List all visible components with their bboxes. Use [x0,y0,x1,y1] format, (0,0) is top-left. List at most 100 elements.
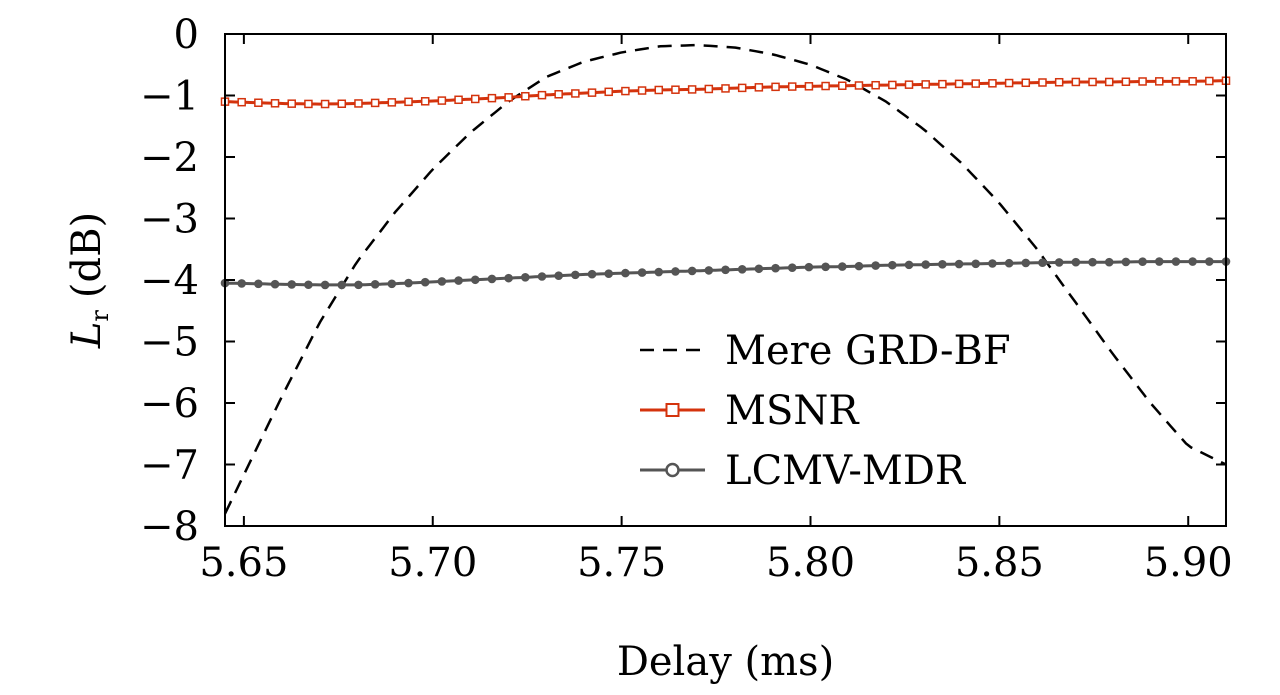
y-tick-label: −6 [140,381,199,427]
data-point-lcmv-mdr [787,263,797,272]
y-tick-label: −8 [140,504,199,550]
data-point-lcmv-mdr [888,260,897,270]
data-point-lcmv-mdr [1038,258,1047,267]
legend-marker-lcmv-mdr [665,462,680,478]
data-point-lcmv-mdr [921,260,931,269]
data-point-msnr [537,90,547,100]
data-point-msnr [971,79,980,88]
data-point-msnr [587,88,597,97]
data-point-lcmv-mdr [1138,257,1147,266]
data-point-msnr [804,82,814,91]
data-point-msnr [337,99,347,108]
y-axis-label: Lr (dB) [64,212,114,349]
data-point-lcmv-mdr [1188,257,1197,266]
data-point-msnr [454,95,463,105]
data-point-lcmv-mdr [1054,258,1064,267]
data-point-lcmv-mdr [554,271,563,280]
data-point-lcmv-mdr [687,266,697,276]
data-point-msnr [521,91,530,101]
data-point-lcmv-mdr [437,277,447,286]
data-point-lcmv-mdr [287,280,297,289]
data-point-lcmv-mdr [1121,257,1131,267]
data-point-msnr [1004,78,1014,88]
x-tick-label: 5.85 [955,540,1044,586]
data-point-lcmv-mdr [1004,258,1014,268]
data-point-lcmv-mdr [637,268,647,277]
data-point-msnr [871,80,880,90]
data-point-lcmv-mdr [254,279,263,289]
data-point-msnr [1121,77,1131,87]
data-point-msnr [1205,76,1214,86]
data-point-lcmv-mdr [537,272,547,281]
data-point-msnr [1088,77,1097,87]
data-point-lcmv-mdr [654,267,664,277]
data-point-lcmv-mdr [354,280,363,290]
data-point-lcmv-mdr [404,278,413,288]
x-tick-label: 5.70 [388,540,477,586]
y-tick-label: −2 [140,135,199,181]
data-point-lcmv-mdr [821,262,830,272]
data-point-msnr [387,98,397,107]
data-point-msnr [771,82,780,92]
data-point-lcmv-mdr [504,273,513,283]
y-tick-label: −4 [140,258,199,304]
data-point-msnr [671,85,680,94]
data-point-msnr [954,79,964,89]
data-point-lcmv-mdr [1088,257,1097,267]
data-point-lcmv-mdr [470,275,480,285]
data-point-lcmv-mdr [704,266,714,275]
data-point-lcmv-mdr [1171,257,1181,266]
data-point-msnr [1155,77,1164,86]
data-point-msnr [721,84,730,93]
data-point-msnr [904,80,914,89]
x-tick-label: 5.75 [577,540,666,586]
data-point-lcmv-mdr [387,279,397,289]
data-point-msnr [237,97,246,107]
data-point-msnr [938,79,947,89]
y-axis-label-unit: (dB) [64,212,110,298]
data-point-lcmv-mdr [854,261,864,271]
data-point-msnr [654,85,664,95]
data-point-lcmv-mdr [721,265,730,275]
data-point-msnr [821,81,830,91]
data-point-lcmv-mdr [671,267,680,276]
data-point-msnr [504,93,513,102]
data-point-msnr [921,80,930,89]
data-point-lcmv-mdr [954,259,964,269]
data-point-msnr [320,99,330,109]
data-point-msnr [437,96,447,105]
data-point-lcmv-mdr [337,280,347,290]
data-point-msnr [838,81,847,91]
data-point-msnr [1104,77,1114,87]
y-tick-label: −1 [140,74,199,120]
legend-label-mere-grd-bf: Mere GRD-BF [725,328,1011,374]
legend: Mere GRD-BF MSNR LCMV-MDR [640,328,1011,494]
data-point-lcmv-mdr [621,268,630,278]
series-line-mere-grd-bf [223,43,1227,515]
data-point-msnr [1071,77,1081,87]
legend-marker-msnr [665,403,680,417]
data-point-msnr [254,98,263,107]
data-point-lcmv-mdr [837,262,847,271]
data-point-msnr [404,97,413,107]
x-axis-label: Delay (ms) [617,639,834,685]
data-point-msnr [304,99,313,109]
data-point-lcmv-mdr [320,280,330,290]
data-point-msnr [1188,77,1197,86]
y-tick-label: −3 [140,197,199,243]
data-point-msnr [1171,77,1181,86]
data-point-lcmv-mdr [1205,257,1214,266]
data-point-msnr [754,83,764,92]
data-point-msnr [737,83,747,93]
data-point-msnr [621,86,630,96]
y-tick-label: −7 [140,443,199,489]
y-axis-label-subscript: r [86,310,114,322]
data-point-lcmv-mdr [587,269,597,279]
data-point-msnr [637,86,647,95]
data-point-msnr [888,80,897,90]
data-point-lcmv-mdr [904,260,914,270]
data-point-msnr [604,87,613,97]
data-point-msnr [370,98,380,108]
data-point-lcmv-mdr [771,263,780,273]
